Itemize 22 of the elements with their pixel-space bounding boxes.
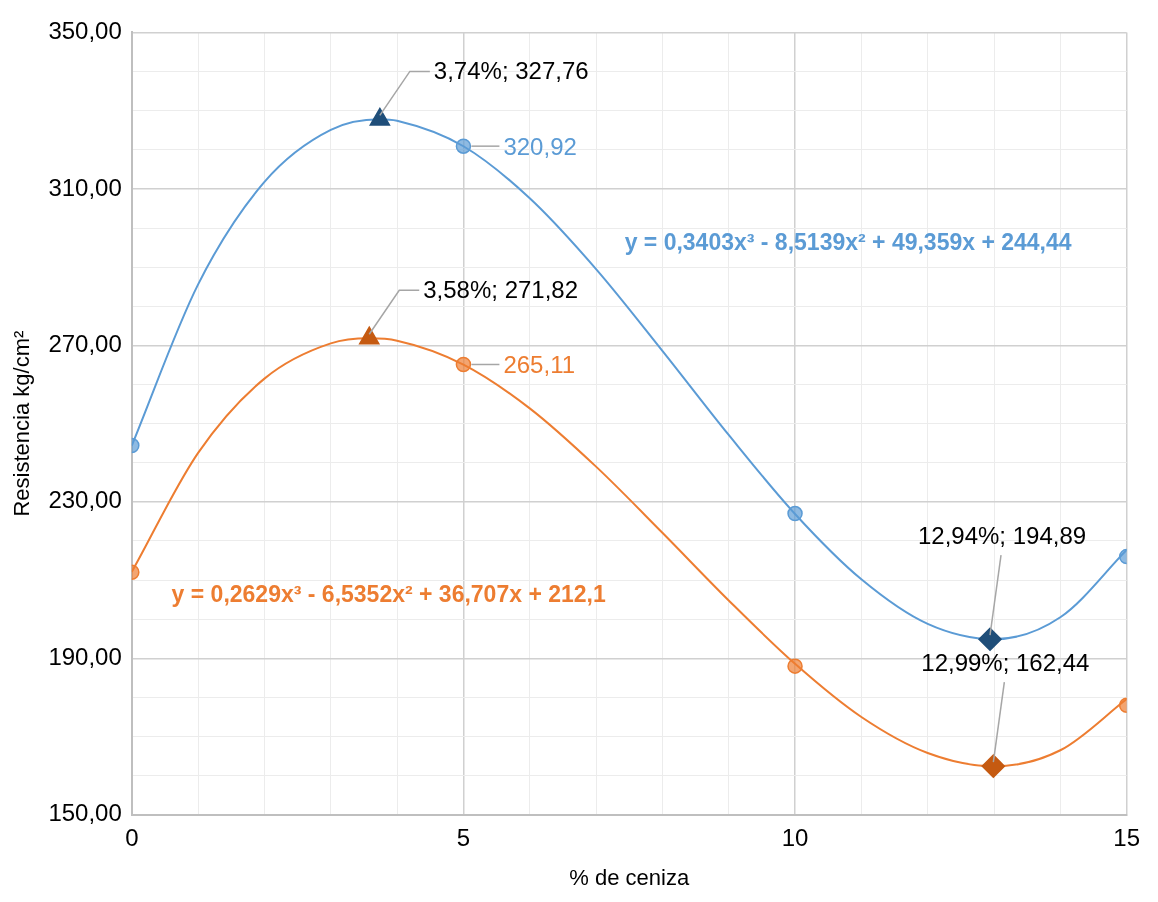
x-tick-label: 5	[456, 823, 471, 851]
annotation: y = 0,3403x³ - 8,5139x² + 49,359x + 244,44	[624, 228, 1072, 255]
x-tick-label: 0	[125, 823, 139, 851]
data-label: 320,92	[503, 132, 577, 160]
point	[978, 627, 1002, 651]
y-axis-title: Resistencia kg/cm²	[9, 330, 35, 517]
annotation: y = 0,2629x³ - 6,5352x² + 36,707x + 212,1	[171, 581, 606, 608]
data-label: 3,58%; 271,82	[423, 275, 579, 303]
x-tick-label: 15	[1113, 823, 1140, 851]
y-tick-label: 230,00	[48, 486, 122, 514]
x-tick-label: 10	[781, 823, 809, 851]
data-label: 12,94%; 194,89	[917, 521, 1087, 549]
y-tick-label: 350,00	[48, 17, 122, 45]
data-label: 265,11	[503, 351, 576, 379]
point	[981, 754, 1006, 778]
y-tick-label: 150,00	[48, 799, 122, 827]
data-label: 12,99%; 162,44	[921, 648, 1090, 676]
y-tick-label: 190,00	[48, 642, 122, 670]
x-axis-title: % de ceniza	[569, 864, 690, 890]
data-label: 3,74%; 327,76	[433, 57, 589, 85]
y-tick-label: 310,00	[48, 173, 122, 201]
y-tick-label: 270,00	[48, 329, 122, 357]
